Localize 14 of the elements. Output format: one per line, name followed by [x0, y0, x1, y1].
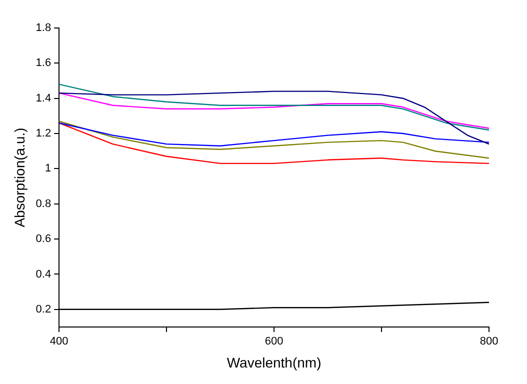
x-tick-label: 800	[480, 336, 498, 348]
y-tick-label: 0.4	[36, 268, 52, 280]
x-axis-title: Wavelenth(nm)	[226, 354, 322, 370]
y-tick-label: 0.8	[36, 198, 52, 210]
y-tick-label: 1.8	[36, 22, 52, 34]
x-tick-label: 400	[50, 336, 68, 348]
y-tick-label: 1.2	[36, 128, 52, 140]
y-tick-label: 0.2	[36, 303, 52, 316]
y-axis-title: Absorption(a.u.)	[11, 128, 28, 228]
y-tick-label: 1.4	[36, 92, 52, 104]
y-tick-label: 1	[44, 162, 52, 175]
y-tick-label: 1.6	[36, 57, 52, 70]
y-tick-label: 0.6	[36, 233, 52, 246]
x-tick-label: 600	[264, 336, 284, 348]
